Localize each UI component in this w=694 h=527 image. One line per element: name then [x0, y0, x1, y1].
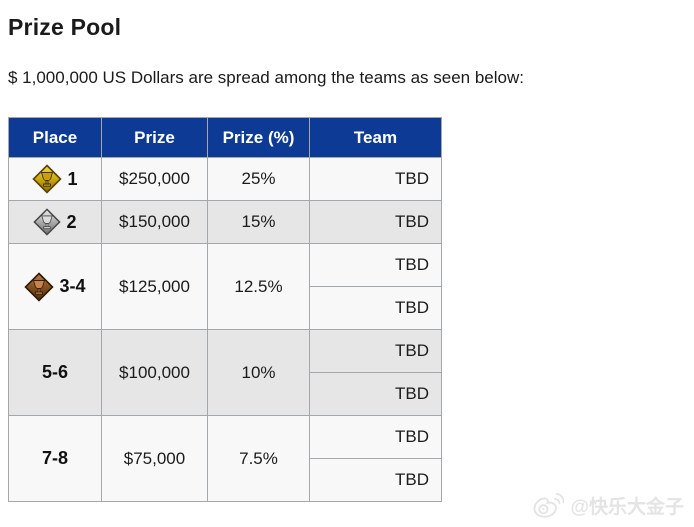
table-row: TBD	[9, 372, 442, 416]
table-row: TBD	[9, 286, 442, 330]
team-cell: TBD	[309, 372, 442, 416]
table-header-row: Place Prize Prize (%) Team	[8, 117, 442, 158]
place-cell: 7-8	[8, 415, 102, 502]
table-row: 3-4 $125,000 12.5% TBD	[8, 243, 442, 330]
prize-percent-cell: 12.5%	[207, 243, 310, 330]
page: Prize Pool $ 1,000,000 US Dollars are sp…	[8, 14, 524, 502]
place-cell: 5-6	[8, 329, 102, 416]
team-cell: TBD	[309, 243, 442, 287]
prize-cell: $250,000	[101, 157, 208, 201]
silver-medal-icon	[33, 208, 62, 236]
table-row: TBD	[9, 458, 442, 502]
watermark: @快乐大金子	[532, 491, 684, 519]
team-cell: TBD	[309, 329, 442, 373]
team-cell: TBD	[309, 157, 442, 201]
place-cell: 2	[8, 200, 102, 244]
header-team: Team	[309, 117, 442, 158]
header-prize: Prize	[101, 117, 208, 158]
page-title: Prize Pool	[8, 14, 122, 40]
gold-medal-icon	[32, 164, 63, 194]
header-place: Place	[8, 117, 102, 158]
prize-percent-cell: 10%	[207, 329, 310, 416]
header-prize-percent: Prize (%)	[207, 117, 310, 158]
place-label: 1	[67, 168, 78, 189]
team-cell: TBD	[309, 458, 442, 502]
place-label: 2	[66, 211, 77, 232]
prize-pool-subtitle: $ 1,000,000 US Dollars are spread among …	[8, 68, 524, 87]
bronze-medal-icon	[24, 271, 55, 302]
place-label: 7-8	[41, 448, 68, 468]
place-label: 3-4	[59, 276, 86, 296]
watermark-text: @快乐大金子	[570, 496, 684, 518]
place-cell: 3-4	[8, 243, 102, 330]
table-row: 2 $150,000 15% TBD	[8, 200, 442, 244]
table-row: 7-8 $75,000 7.5% TBD	[8, 415, 442, 502]
prize-cell: $75,000	[101, 415, 208, 502]
prize-percent-cell: 15%	[207, 200, 310, 244]
prize-cell: $150,000	[101, 200, 208, 244]
prize-cell: $125,000	[101, 243, 208, 330]
team-cell: TBD	[309, 200, 442, 244]
weibo-icon	[532, 491, 565, 519]
table-row: 5-6 $100,000 10% TBD	[8, 329, 442, 416]
prize-cell: $100,000	[101, 329, 208, 416]
table-row: 1 $250,000 25% TBD	[8, 157, 442, 201]
place-label: 5-6	[41, 362, 68, 382]
prize-pool-table: Place Prize Prize (%) Team	[8, 117, 442, 502]
prize-percent-cell: 7.5%	[207, 415, 310, 502]
team-cell: TBD	[309, 286, 442, 330]
prize-percent-cell: 25%	[207, 157, 310, 201]
place-cell: 1	[8, 157, 102, 201]
team-cell: TBD	[309, 415, 442, 459]
